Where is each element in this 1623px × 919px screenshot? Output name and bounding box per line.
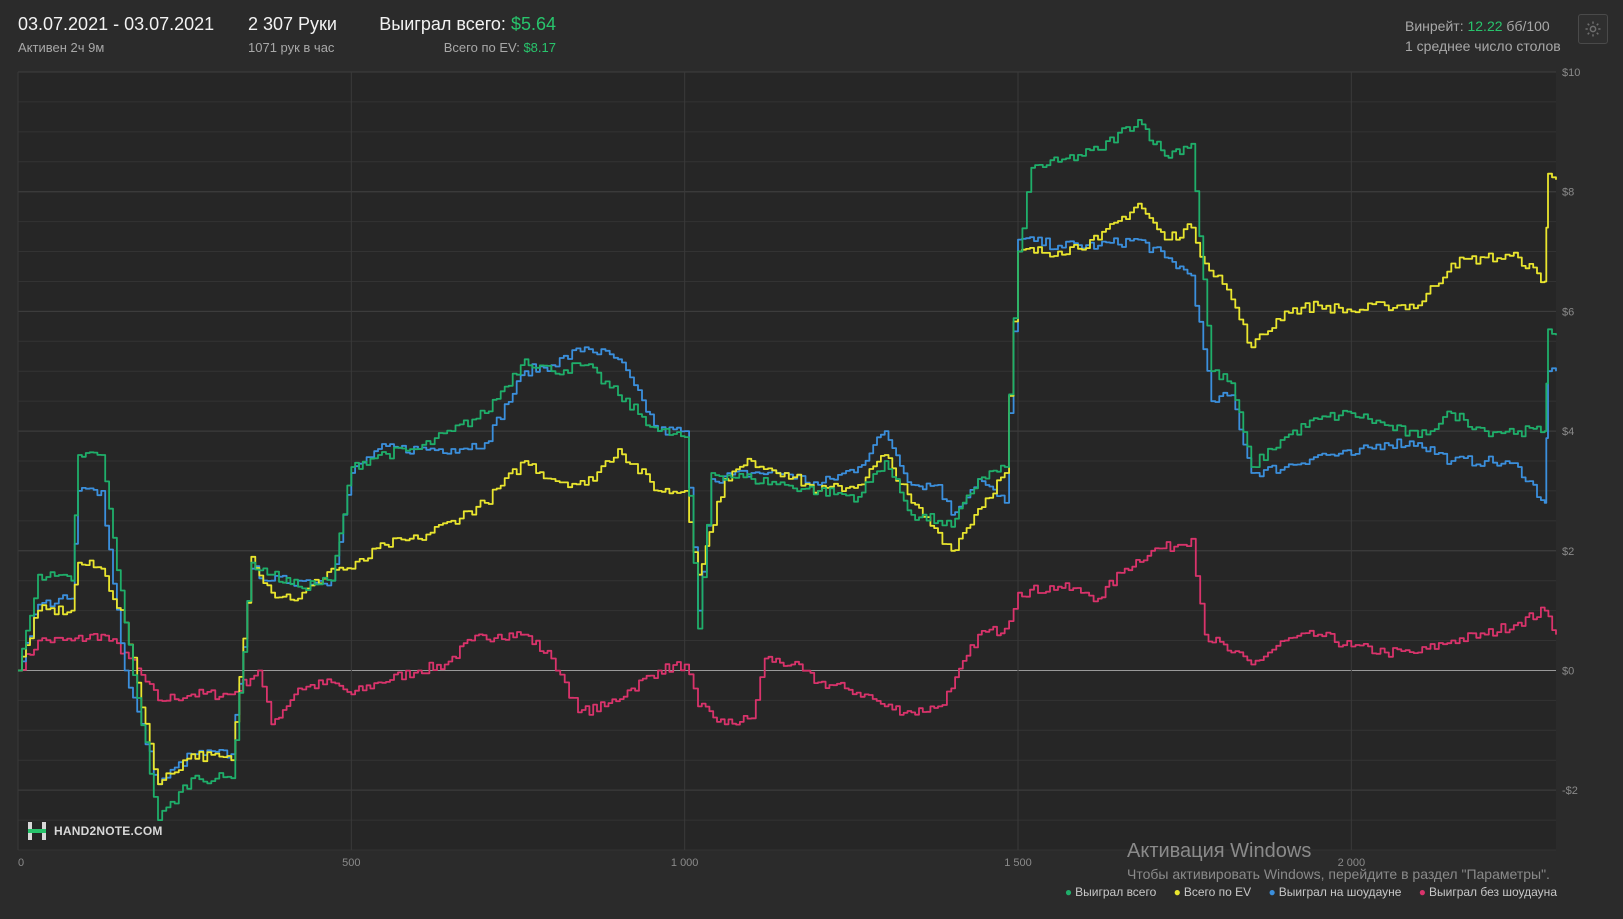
date-range: 03.07.2021 - 03.07.2021 xyxy=(18,14,215,34)
winrate-value: 12.22 xyxy=(1467,18,1503,34)
won-value: $5.64 xyxy=(510,14,556,34)
hands-count: 2 307 Руки xyxy=(248,14,337,34)
grid-major xyxy=(17,71,1556,850)
series-lines xyxy=(18,119,1557,821)
chart-legend: ● Выиграл всего ● Всего по EV ● Выиграл на … xyxy=(1051,885,1557,899)
x-tick-label: 0 xyxy=(18,857,24,869)
legend-dot-icon: ● xyxy=(1418,885,1426,899)
x-tick-label: 1 000 xyxy=(671,857,699,869)
watermark-title: Активация Windows xyxy=(1127,840,1312,862)
winrate-label: Винрейт: xyxy=(1405,18,1464,34)
won-block: Выиграл всего: $5.64 Всего по EV: $8.17 xyxy=(376,14,556,55)
avg-tables: 1 среднее число столов xyxy=(1405,38,1561,54)
y-tick-label: $8 xyxy=(1562,187,1574,199)
legend-item-ev[interactable]: ● Всего по EV xyxy=(1173,885,1252,899)
winrate-block: Винрейт: 12.22 бб/100 1 среднее число ст… xyxy=(1405,16,1561,56)
y-tick-label: $6 xyxy=(1562,306,1574,318)
x-tick-label: 1 500 xyxy=(1004,857,1032,869)
y-tick-label: $0 xyxy=(1562,665,1574,677)
legend-dot-icon: ● xyxy=(1268,885,1276,899)
h2n-logo-icon xyxy=(28,822,46,840)
x-tick-label: 500 xyxy=(342,857,360,869)
y-axis-ticks: $10 $8 $6 $4 $2 $0 -$2 xyxy=(1562,67,1580,797)
hands-block: 2 307 Руки 1071 рук в час xyxy=(248,14,337,55)
series-line-total xyxy=(18,119,1557,821)
active-time: Активен 2ч 9м xyxy=(18,40,105,55)
windows-activation-watermark: Активация Windows Чтобы активировать Win… xyxy=(1127,840,1550,882)
series-line-non-showdown xyxy=(18,537,1557,726)
logo-text: HAND2NOTE.COM xyxy=(54,824,163,838)
watermark-subtitle: Чтобы активировать Windows, перейдите в … xyxy=(1127,866,1550,882)
legend-dot-icon: ● xyxy=(1173,885,1181,899)
legend-item-showdown[interactable]: ● Выиграл на шоудауне xyxy=(1268,885,1402,899)
hands-per-hour: 1071 рук в час xyxy=(248,40,335,55)
settings-button[interactable] xyxy=(1578,14,1608,44)
y-tick-label: -$2 xyxy=(1562,785,1578,797)
hand2note-logo: HAND2NOTE.COM xyxy=(26,820,163,842)
y-tick-label: $10 xyxy=(1562,67,1580,79)
y-tick-label: $2 xyxy=(1562,546,1574,558)
x-tick-label: 2 000 xyxy=(1338,857,1366,869)
series-line-ev xyxy=(18,172,1557,786)
ev-value: $8.17 xyxy=(523,40,556,55)
series-line-showdown xyxy=(18,236,1557,786)
legend-dot-icon: ● xyxy=(1064,885,1073,899)
x-axis-ticks: 0 500 1 000 1 500 2 000 xyxy=(18,857,1365,869)
won-label: Выиграл всего: xyxy=(379,14,506,34)
ev-label: Всего по EV: xyxy=(443,40,520,55)
y-tick-label: $4 xyxy=(1562,426,1574,438)
legend-item-total[interactable]: ● Выиграл всего xyxy=(1064,885,1157,899)
date-block: 03.07.2021 - 03.07.2021 Активен 2ч 9м xyxy=(18,14,214,55)
gear-icon xyxy=(1585,21,1601,37)
legend-item-non-showdown[interactable]: ● Выиграл без шоудауна xyxy=(1418,885,1557,899)
winrate-unit: бб/100 xyxy=(1506,18,1550,34)
